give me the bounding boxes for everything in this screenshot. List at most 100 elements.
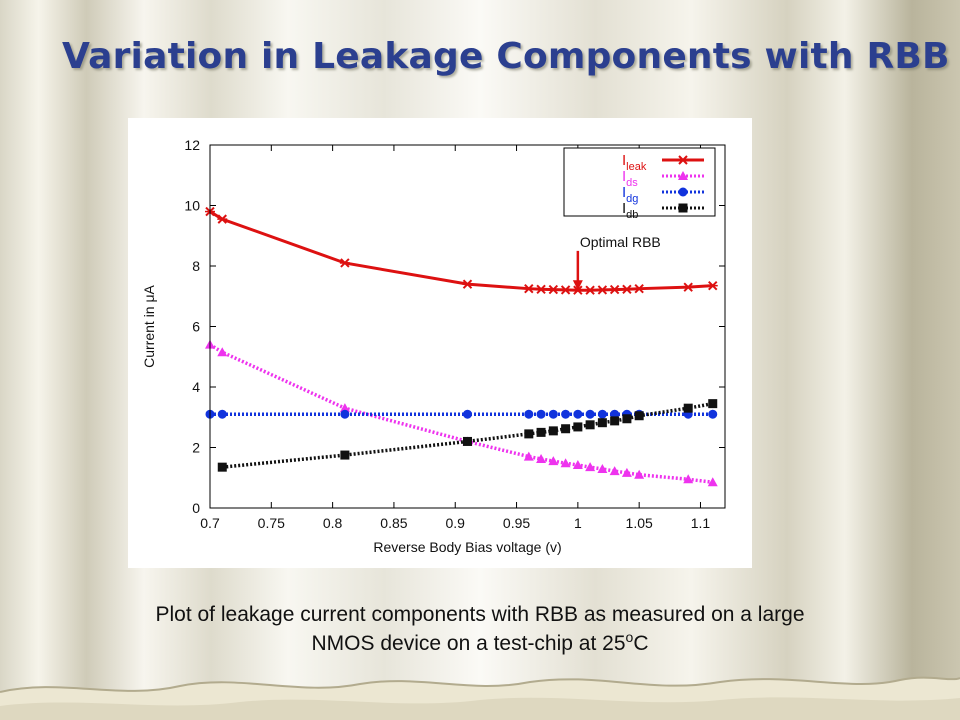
data-point-leak xyxy=(560,285,571,295)
data-point-leak xyxy=(707,280,718,291)
data-point-dg xyxy=(561,409,571,419)
plot-marks xyxy=(205,206,718,487)
data-point-ds xyxy=(548,456,559,466)
data-point-dg xyxy=(548,409,558,419)
y-tick-label: 0 xyxy=(192,500,200,516)
data-point-leak xyxy=(609,284,620,295)
data-point-db xyxy=(585,420,595,430)
data-point-ds xyxy=(339,403,350,413)
data-point-leak xyxy=(585,285,596,295)
data-point-db xyxy=(536,427,546,437)
data-point-dg xyxy=(340,409,350,419)
y-tick-label: 12 xyxy=(184,137,200,153)
data-point-dg xyxy=(708,409,718,419)
data-point-ds xyxy=(683,474,694,484)
data-point-db xyxy=(597,418,607,428)
data-point-ds xyxy=(609,466,620,476)
x-tick-label: 0.95 xyxy=(503,515,530,531)
data-point-db xyxy=(683,403,693,413)
annotation-arrow-head xyxy=(572,280,583,291)
series-ds xyxy=(205,339,718,487)
x-tick-label: 1 xyxy=(574,515,582,531)
data-point-leak xyxy=(621,284,632,294)
data-point-ds xyxy=(621,467,632,477)
legend-label-ds: Ids xyxy=(622,168,638,189)
data-point-db xyxy=(708,399,718,409)
data-point-dg xyxy=(217,409,227,419)
figure-caption: Plot of leakage current components with … xyxy=(40,600,920,658)
data-point-db xyxy=(217,462,227,472)
data-point-db xyxy=(524,429,534,439)
series-line-leak xyxy=(209,210,713,292)
caption-line-1: Plot of leakage current components with … xyxy=(155,603,805,626)
data-point-dg xyxy=(524,409,534,419)
data-point-leak xyxy=(339,258,350,268)
x-tick-label: 0.75 xyxy=(258,515,285,531)
data-point-dg xyxy=(597,409,607,419)
caption-unit: C xyxy=(633,632,649,655)
data-point-ds xyxy=(597,463,608,473)
data-point-leak xyxy=(597,285,608,295)
annotations: Optimal RBB xyxy=(572,234,661,291)
series-leak xyxy=(205,206,718,295)
data-point-dg xyxy=(573,409,583,419)
data-point-dg xyxy=(585,409,595,419)
data-point-leak xyxy=(683,282,694,292)
legend-symbol: I xyxy=(622,168,626,185)
y-tick-label: 8 xyxy=(192,258,200,274)
x-tick-label: 0.7 xyxy=(200,515,220,531)
legend-symbol: I xyxy=(622,184,626,201)
x-tick-label: 1.05 xyxy=(626,515,653,531)
legend-label-dg: Idg xyxy=(622,184,638,205)
data-point-ds xyxy=(523,451,534,461)
y-tick-label: 2 xyxy=(192,440,200,456)
data-point-leak xyxy=(462,279,473,289)
x-tick-label: 0.8 xyxy=(323,515,343,531)
leakage-chart: 0.7 0.75 0.8 0.85 0.9 0.95 1 1.05 1.1 0 2 4 6 8 10 12 O… xyxy=(128,118,752,568)
axis-ticks: 0.7 0.75 0.8 0.85 0.9 0.95 1 1.05 1.1 0 2 4 6 8 10 12 xyxy=(184,137,725,531)
data-point-ds xyxy=(217,347,228,357)
y-tick-label: 6 xyxy=(192,319,200,335)
data-point-ds xyxy=(585,462,596,472)
data-point-db xyxy=(561,424,571,434)
legend-subscript: ds xyxy=(626,177,638,189)
x-axis-label: Reverse Body Bias voltage (v) xyxy=(373,539,561,555)
data-point-leak xyxy=(523,283,534,294)
annotation-text: Optimal RBB xyxy=(580,234,661,250)
data-point-leak xyxy=(634,283,645,294)
legend-subscript: dg xyxy=(626,193,638,205)
legend-marker-leak xyxy=(678,155,688,165)
legend-label-leak: Ileak xyxy=(622,152,647,173)
x-tick-label: 1.1 xyxy=(691,515,711,531)
data-point-ds xyxy=(536,453,547,463)
legend-subscript: leak xyxy=(626,161,647,173)
data-point-ds xyxy=(572,460,583,470)
data-point-ds xyxy=(707,477,718,487)
legend-subscript: db xyxy=(626,209,638,221)
x-tick-label: 0.85 xyxy=(380,515,407,531)
data-point-dg xyxy=(463,409,472,419)
legend-marker-dg xyxy=(678,187,688,197)
data-point-db xyxy=(622,414,632,424)
data-point-leak xyxy=(548,284,559,295)
x-tick-label: 0.9 xyxy=(446,515,466,531)
data-point-db xyxy=(340,450,350,460)
data-point-leak xyxy=(536,284,547,294)
data-point-db xyxy=(548,426,558,436)
data-point-db xyxy=(610,416,620,426)
series-line-ds xyxy=(209,343,713,485)
chart-svg: 0.7 0.75 0.8 0.85 0.9 0.95 1 1.05 1.1 0 2 4 6 8 10 12 O… xyxy=(141,137,726,555)
slide-title: Variation in Leakage Components with RBB xyxy=(62,36,950,77)
data-point-db xyxy=(463,436,472,446)
data-point-dg xyxy=(536,409,546,419)
legend-marker-db xyxy=(678,203,688,213)
y-tick-label: 10 xyxy=(184,198,200,214)
legend-label-db: Idb xyxy=(622,200,638,221)
legend-marker-ds xyxy=(678,171,688,180)
bottom-drape-decoration xyxy=(0,676,960,720)
caption-line-2: NMOS device on a test-chip at 25 xyxy=(311,632,626,655)
data-point-ds xyxy=(560,458,571,468)
data-point-leak xyxy=(572,285,583,295)
data-point-ds xyxy=(634,469,645,479)
